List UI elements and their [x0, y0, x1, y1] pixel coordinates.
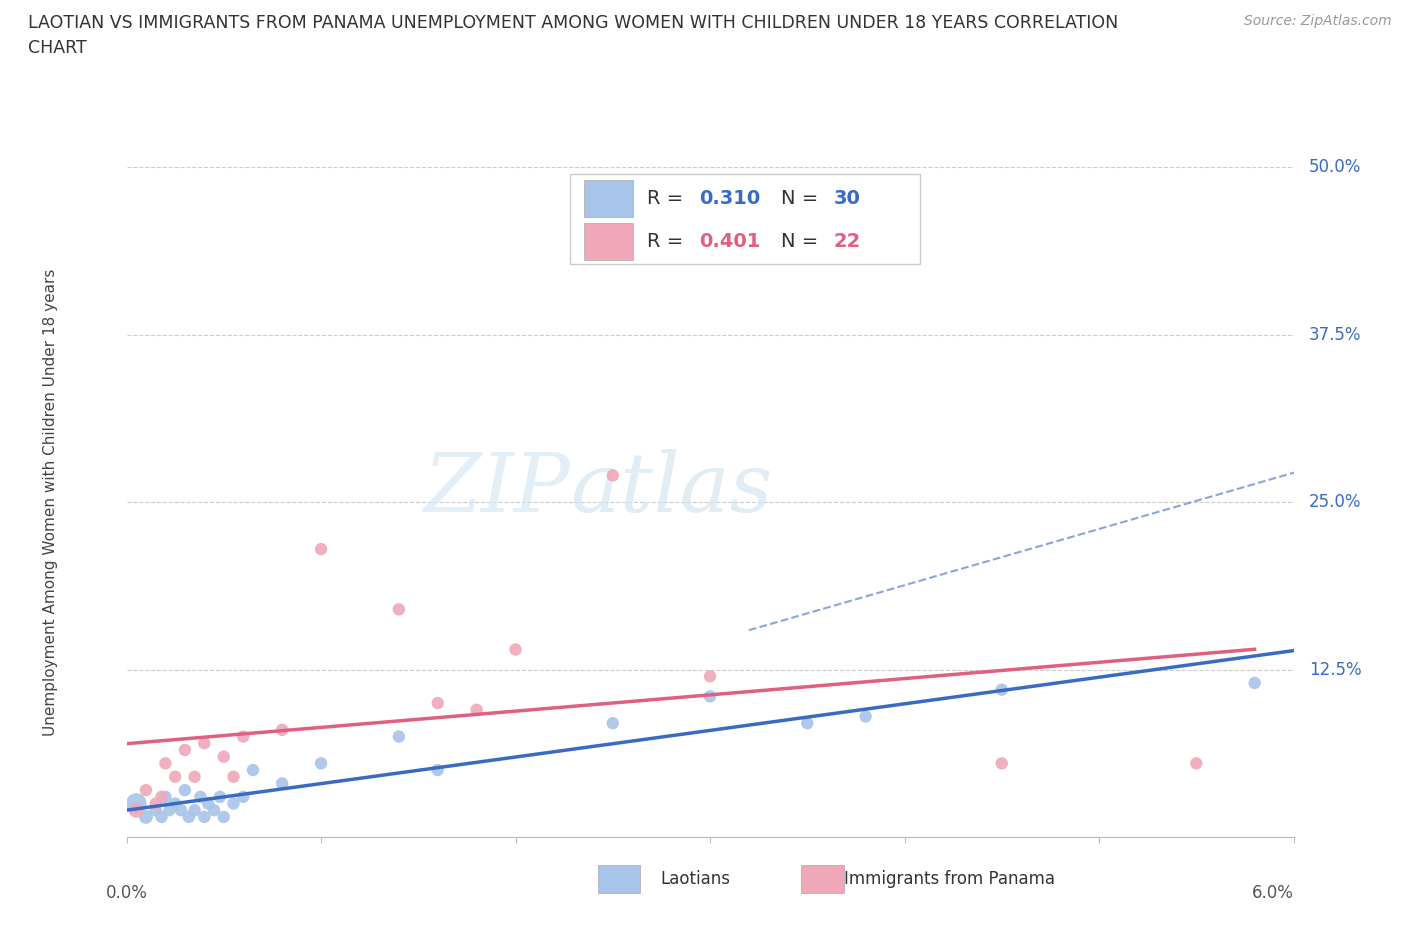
Text: CHART: CHART	[28, 39, 87, 57]
Point	[150, 809, 173, 824]
Point	[222, 769, 245, 784]
Point	[190, 790, 212, 804]
Point	[1185, 756, 1208, 771]
Text: R =: R =	[647, 189, 689, 208]
Point	[170, 803, 193, 817]
Point	[125, 796, 148, 811]
Point	[309, 541, 332, 556]
Point	[125, 803, 148, 817]
Text: 37.5%: 37.5%	[1309, 326, 1361, 344]
Point	[271, 723, 294, 737]
Point	[232, 790, 254, 804]
Text: 0.401: 0.401	[700, 232, 761, 251]
Text: 50.0%: 50.0%	[1309, 158, 1361, 177]
Point	[135, 783, 157, 798]
Text: N =: N =	[782, 232, 825, 251]
Point	[202, 803, 225, 817]
Point	[165, 796, 187, 811]
Text: 0.310: 0.310	[700, 189, 761, 208]
Point	[426, 696, 449, 711]
Point	[193, 809, 215, 824]
Point	[177, 809, 200, 824]
Point	[505, 642, 527, 657]
Text: 25.0%: 25.0%	[1309, 493, 1361, 512]
Text: 22: 22	[834, 232, 860, 251]
Point	[232, 729, 254, 744]
Text: Unemployment Among Women with Children Under 18 years: Unemployment Among Women with Children U…	[44, 269, 58, 736]
Point	[388, 729, 411, 744]
Point	[165, 769, 187, 784]
Text: Source: ZipAtlas.com: Source: ZipAtlas.com	[1244, 14, 1392, 28]
Point	[155, 790, 177, 804]
FancyBboxPatch shape	[583, 180, 633, 217]
Point	[174, 742, 197, 757]
FancyBboxPatch shape	[583, 223, 633, 260]
Point	[855, 709, 877, 724]
Point	[212, 750, 235, 764]
Point	[271, 776, 294, 790]
Point	[208, 790, 231, 804]
Text: 30: 30	[834, 189, 860, 208]
Text: Immigrants from Panama: Immigrants from Panama	[844, 870, 1054, 888]
Text: 12.5%: 12.5%	[1309, 660, 1361, 679]
Point	[197, 796, 219, 811]
Point	[135, 809, 157, 824]
Text: ZIP: ZIP	[423, 449, 569, 529]
Text: atlas: atlas	[569, 449, 772, 529]
Text: N =: N =	[782, 189, 825, 208]
Point	[699, 689, 721, 704]
Point	[157, 803, 180, 817]
Point	[183, 769, 205, 784]
Point	[465, 702, 488, 717]
Point	[193, 736, 215, 751]
Point	[222, 796, 245, 811]
Point	[150, 790, 173, 804]
Text: 0.0%: 0.0%	[105, 884, 148, 902]
Point	[699, 669, 721, 684]
Point	[990, 683, 1012, 698]
Text: Laotians: Laotians	[661, 870, 731, 888]
Point	[174, 783, 197, 798]
Point	[388, 602, 411, 617]
Point	[1243, 675, 1265, 690]
Point	[796, 716, 818, 731]
Point	[990, 756, 1012, 771]
Point	[602, 716, 624, 731]
FancyBboxPatch shape	[569, 174, 920, 264]
Point	[426, 763, 449, 777]
Text: LAOTIAN VS IMMIGRANTS FROM PANAMA UNEMPLOYMENT AMONG WOMEN WITH CHILDREN UNDER 1: LAOTIAN VS IMMIGRANTS FROM PANAMA UNEMPL…	[28, 14, 1118, 32]
Point	[242, 763, 264, 777]
Text: R =: R =	[647, 232, 689, 251]
Point	[145, 796, 167, 811]
Point	[155, 756, 177, 771]
Point	[212, 809, 235, 824]
Point	[309, 756, 332, 771]
Text: 6.0%: 6.0%	[1251, 884, 1294, 902]
Point	[602, 468, 624, 483]
Point	[145, 803, 167, 817]
Point	[183, 803, 205, 817]
